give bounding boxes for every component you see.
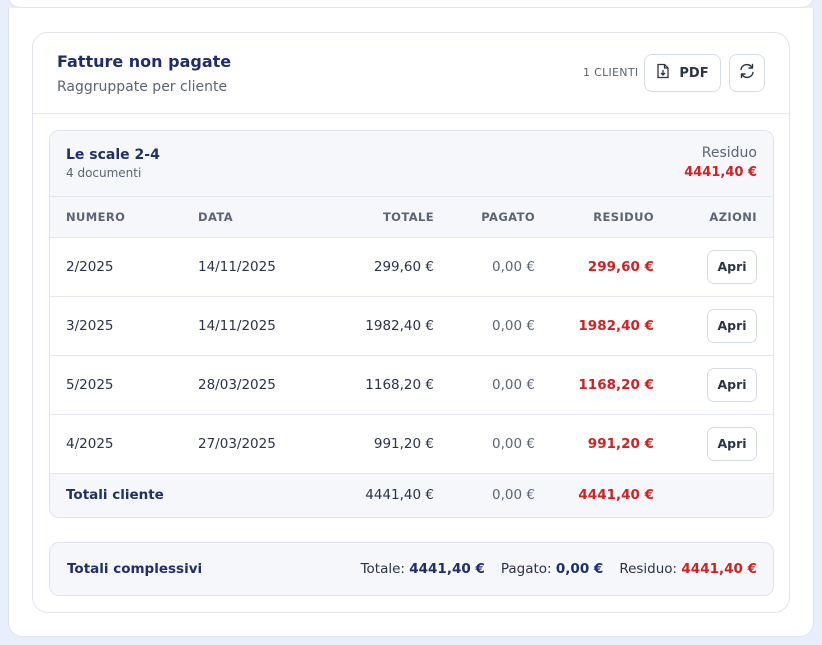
grand-residuo: Residuo: 4441,40 € bbox=[619, 561, 757, 577]
pdf-button-label: PDF bbox=[679, 65, 709, 81]
grand-totale-label: Totale: bbox=[360, 561, 405, 577]
client-name: Le scale 2-4 bbox=[66, 147, 160, 163]
cell-totale: 1168,20 € bbox=[328, 355, 434, 415]
previous-panel-edge bbox=[8, 0, 814, 8]
card-header: Fatture non pagate Raggruppate per clien… bbox=[33, 33, 789, 114]
refresh-icon bbox=[738, 63, 756, 83]
open-invoice-button[interactable]: Apri bbox=[707, 426, 757, 461]
client-totals-pagato: 0,00 € bbox=[434, 473, 535, 517]
cell-residuo: 299,60 € bbox=[535, 237, 654, 297]
card-subtitle: Raggruppate per cliente bbox=[57, 79, 228, 95]
cell-azioni: Apri bbox=[654, 296, 773, 356]
cell-numero: 4/2025 bbox=[50, 414, 198, 474]
grand-totale-value: 4441,40 € bbox=[409, 561, 485, 577]
client-count-label: 1 CLIENTI bbox=[583, 66, 639, 79]
column-header-data: DATA bbox=[198, 197, 328, 238]
cell-azioni: Apri bbox=[654, 355, 773, 415]
table-row: 5/2025 28/03/2025 1168,20 € 0,00 € 1168,… bbox=[50, 355, 773, 415]
cell-data: 14/11/2025 bbox=[198, 296, 328, 356]
grand-totals-values: Totale: 4441,40 € Pagato: 0,00 € Residuo… bbox=[361, 561, 757, 577]
cell-data: 14/11/2025 bbox=[198, 237, 328, 297]
cell-totale: 991,20 € bbox=[328, 414, 434, 474]
client-document-count: 4 documenti bbox=[66, 166, 142, 180]
column-header-residuo: RESIDUO bbox=[535, 197, 654, 238]
invoices-table: NUMERO DATA TOTALE PAGATO RESIDUO AZIONI… bbox=[50, 197, 773, 517]
grand-pagato: Pagato: 0,00 € bbox=[501, 561, 603, 577]
cell-pagato: 0,00 € bbox=[434, 237, 535, 297]
client-group: Le scale 2-4 4 documenti Residuo 4441,40… bbox=[49, 130, 774, 518]
column-header-azioni: AZIONI bbox=[654, 197, 773, 238]
grand-residuo-label: Residuo: bbox=[619, 561, 678, 577]
cell-residuo: 1168,20 € bbox=[535, 355, 654, 415]
client-totals-totale: 4441,40 € bbox=[328, 473, 434, 517]
column-header-totale: TOTALE bbox=[328, 197, 434, 238]
grand-pagato-value: 0,00 € bbox=[555, 561, 604, 577]
client-residuo-label: Residuo bbox=[701, 145, 757, 161]
cell-residuo: 1982,40 € bbox=[535, 296, 654, 356]
cell-data: 27/03/2025 bbox=[198, 414, 328, 474]
table-row: 3/2025 14/11/2025 1982,40 € 0,00 € 1982,… bbox=[50, 296, 773, 356]
open-invoice-button[interactable]: Apri bbox=[707, 308, 757, 343]
cell-totale: 1982,40 € bbox=[328, 296, 434, 356]
client-totals-empty bbox=[198, 473, 328, 517]
client-totals-row: Totali cliente 4441,40 € 0,00 € 4441,40 … bbox=[50, 473, 773, 517]
unpaid-invoices-card: Fatture non pagate Raggruppate per clien… bbox=[32, 32, 790, 613]
client-totals-actions-empty bbox=[654, 473, 773, 517]
cell-pagato: 0,00 € bbox=[434, 414, 535, 474]
cell-azioni: Apri bbox=[654, 414, 773, 474]
cell-pagato: 0,00 € bbox=[434, 355, 535, 415]
client-header: Le scale 2-4 4 documenti Residuo 4441,40… bbox=[50, 131, 773, 197]
cell-totale: 299,60 € bbox=[328, 237, 434, 297]
open-invoice-button[interactable]: Apri bbox=[707, 249, 757, 284]
grand-totals-bar: Totali complessivi Totale: 4441,40 € Pag… bbox=[49, 542, 774, 596]
table-row: 2/2025 14/11/2025 299,60 € 0,00 € 299,60… bbox=[50, 237, 773, 297]
client-totals-residuo: 4441,40 € bbox=[535, 473, 654, 517]
open-invoice-button[interactable]: Apri bbox=[707, 367, 757, 402]
export-pdf-button[interactable]: PDF bbox=[644, 54, 721, 92]
grand-residuo-value: 4441,40 € bbox=[681, 561, 757, 577]
cell-numero: 2/2025 bbox=[50, 237, 198, 297]
grand-totale: Totale: 4441,40 € bbox=[361, 561, 485, 577]
column-header-pagato: PAGATO bbox=[434, 197, 535, 238]
pdf-file-icon bbox=[656, 63, 670, 83]
card-title: Fatture non pagate bbox=[57, 52, 232, 71]
cell-numero: 3/2025 bbox=[50, 296, 198, 356]
table-header-row: NUMERO DATA TOTALE PAGATO RESIDUO AZIONI bbox=[50, 197, 773, 238]
grand-pagato-label: Pagato: bbox=[500, 561, 552, 577]
table-row: 4/2025 27/03/2025 991,20 € 0,00 € 991,20… bbox=[50, 414, 773, 474]
column-header-numero: NUMERO bbox=[50, 197, 198, 238]
cell-numero: 5/2025 bbox=[50, 355, 198, 415]
cell-data: 28/03/2025 bbox=[198, 355, 328, 415]
cell-pagato: 0,00 € bbox=[434, 296, 535, 356]
cell-azioni: Apri bbox=[654, 237, 773, 297]
grand-totals-label: Totali complessivi bbox=[67, 561, 203, 577]
client-residuo-value: 4441,40 € bbox=[684, 165, 757, 180]
refresh-button[interactable] bbox=[729, 54, 765, 92]
cell-residuo: 991,20 € bbox=[535, 414, 654, 474]
client-totals-label: Totali cliente bbox=[50, 473, 198, 517]
